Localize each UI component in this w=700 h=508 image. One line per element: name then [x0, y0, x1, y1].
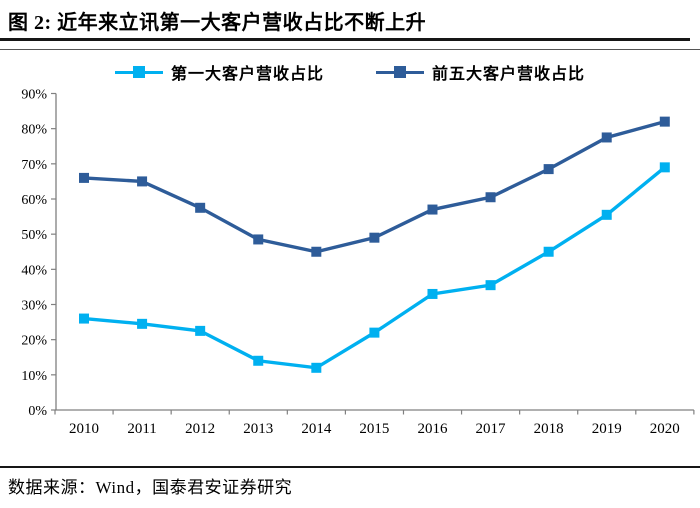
legend-marker-top5-customers [376, 66, 424, 79]
y-axis-tick-label: 0% [28, 404, 47, 419]
x-axis-tick-label: 2013 [243, 421, 273, 437]
legend-marker-first-customer [114, 66, 163, 79]
data-point-marker [195, 202, 206, 213]
x-axis-tick-label: 2015 [359, 421, 389, 437]
data-point-marker [253, 234, 264, 245]
title-underline-thin [0, 49, 700, 50]
x-axis-tick-label: 2012 [185, 421, 215, 437]
legend-item-top5-customers: 前五大客户营收占比 [376, 60, 585, 84]
data-point-marker [601, 132, 612, 143]
chart-area: 0% 10% 20% 30% 40% 50% 60% 70% 80% 90% 2010 2011 201… [0, 85, 700, 455]
x-axis-tick-label: 2018 [534, 421, 564, 437]
y-axis-tick-label: 60% [21, 193, 47, 208]
x-axis-tick-label: 2017 [476, 421, 507, 437]
data-point-marker [543, 246, 554, 257]
y-axis-tick-label: 10% [21, 369, 47, 384]
y-axis-tick-label: 40% [21, 263, 47, 278]
data-point-marker [485, 192, 496, 203]
legend-square-icon [394, 66, 406, 78]
x-axis-tick-label: 2014 [301, 421, 332, 437]
x-axis-tick-label: 2019 [592, 421, 622, 437]
x-axis-tick-label: 2016 [417, 421, 448, 437]
y-axis-tick-label: 30% [21, 299, 47, 314]
data-source-note: 数据来源：Wind，国泰君安证券研究 [8, 478, 293, 497]
footer-rule [0, 466, 700, 468]
data-point-marker [311, 362, 322, 373]
y-axis-tick-label: 90% [21, 88, 47, 103]
data-point-marker [137, 318, 148, 329]
data-point-marker [369, 232, 380, 243]
data-point-marker [543, 164, 554, 175]
data-point-marker [427, 204, 438, 215]
data-point-marker [79, 313, 89, 324]
data-point-marker [659, 162, 670, 173]
data-point-marker [659, 116, 670, 127]
title-underline-thick [0, 38, 690, 41]
y-axis-tick-label: 20% [21, 334, 47, 349]
legend-square-icon [132, 66, 145, 78]
data-point-marker [369, 327, 380, 338]
chart-svg: 0% 10% 20% 30% 40% 50% 60% 70% 80% 90% 2010 2011 201… [21, 88, 695, 437]
data-point-marker [137, 176, 148, 187]
y-axis-tick-label: 80% [21, 123, 47, 138]
x-axis-tick-label: 2020 [650, 421, 680, 437]
chart-legend: 第一大客户营收占比 前五大客户营收占比 [0, 60, 700, 84]
data-point-marker [485, 280, 496, 291]
data-point-marker [79, 172, 89, 183]
figure-title: 图 2: 近年来立讯第一大客户营收占比不断上升 [8, 12, 427, 34]
x-axis-tick-label: 2010 [69, 421, 99, 437]
data-point-marker [195, 325, 206, 336]
data-point-marker [311, 246, 322, 257]
y-axis-tick-label: 50% [21, 228, 47, 243]
series-line-0 [83, 166, 666, 370]
legend-label-first-customer: 第一大客户营收占比 [170, 66, 324, 83]
y-axis-tick-label: 70% [21, 158, 47, 173]
x-axis-tick-label: 2011 [127, 421, 156, 437]
data-point-marker [427, 288, 438, 299]
data-point-marker [601, 209, 612, 220]
data-point-marker [253, 355, 264, 366]
legend-item-first-customer: 第一大客户营收占比 [114, 60, 324, 84]
legend-label-top5-customers: 前五大客户营收占比 [432, 66, 586, 83]
